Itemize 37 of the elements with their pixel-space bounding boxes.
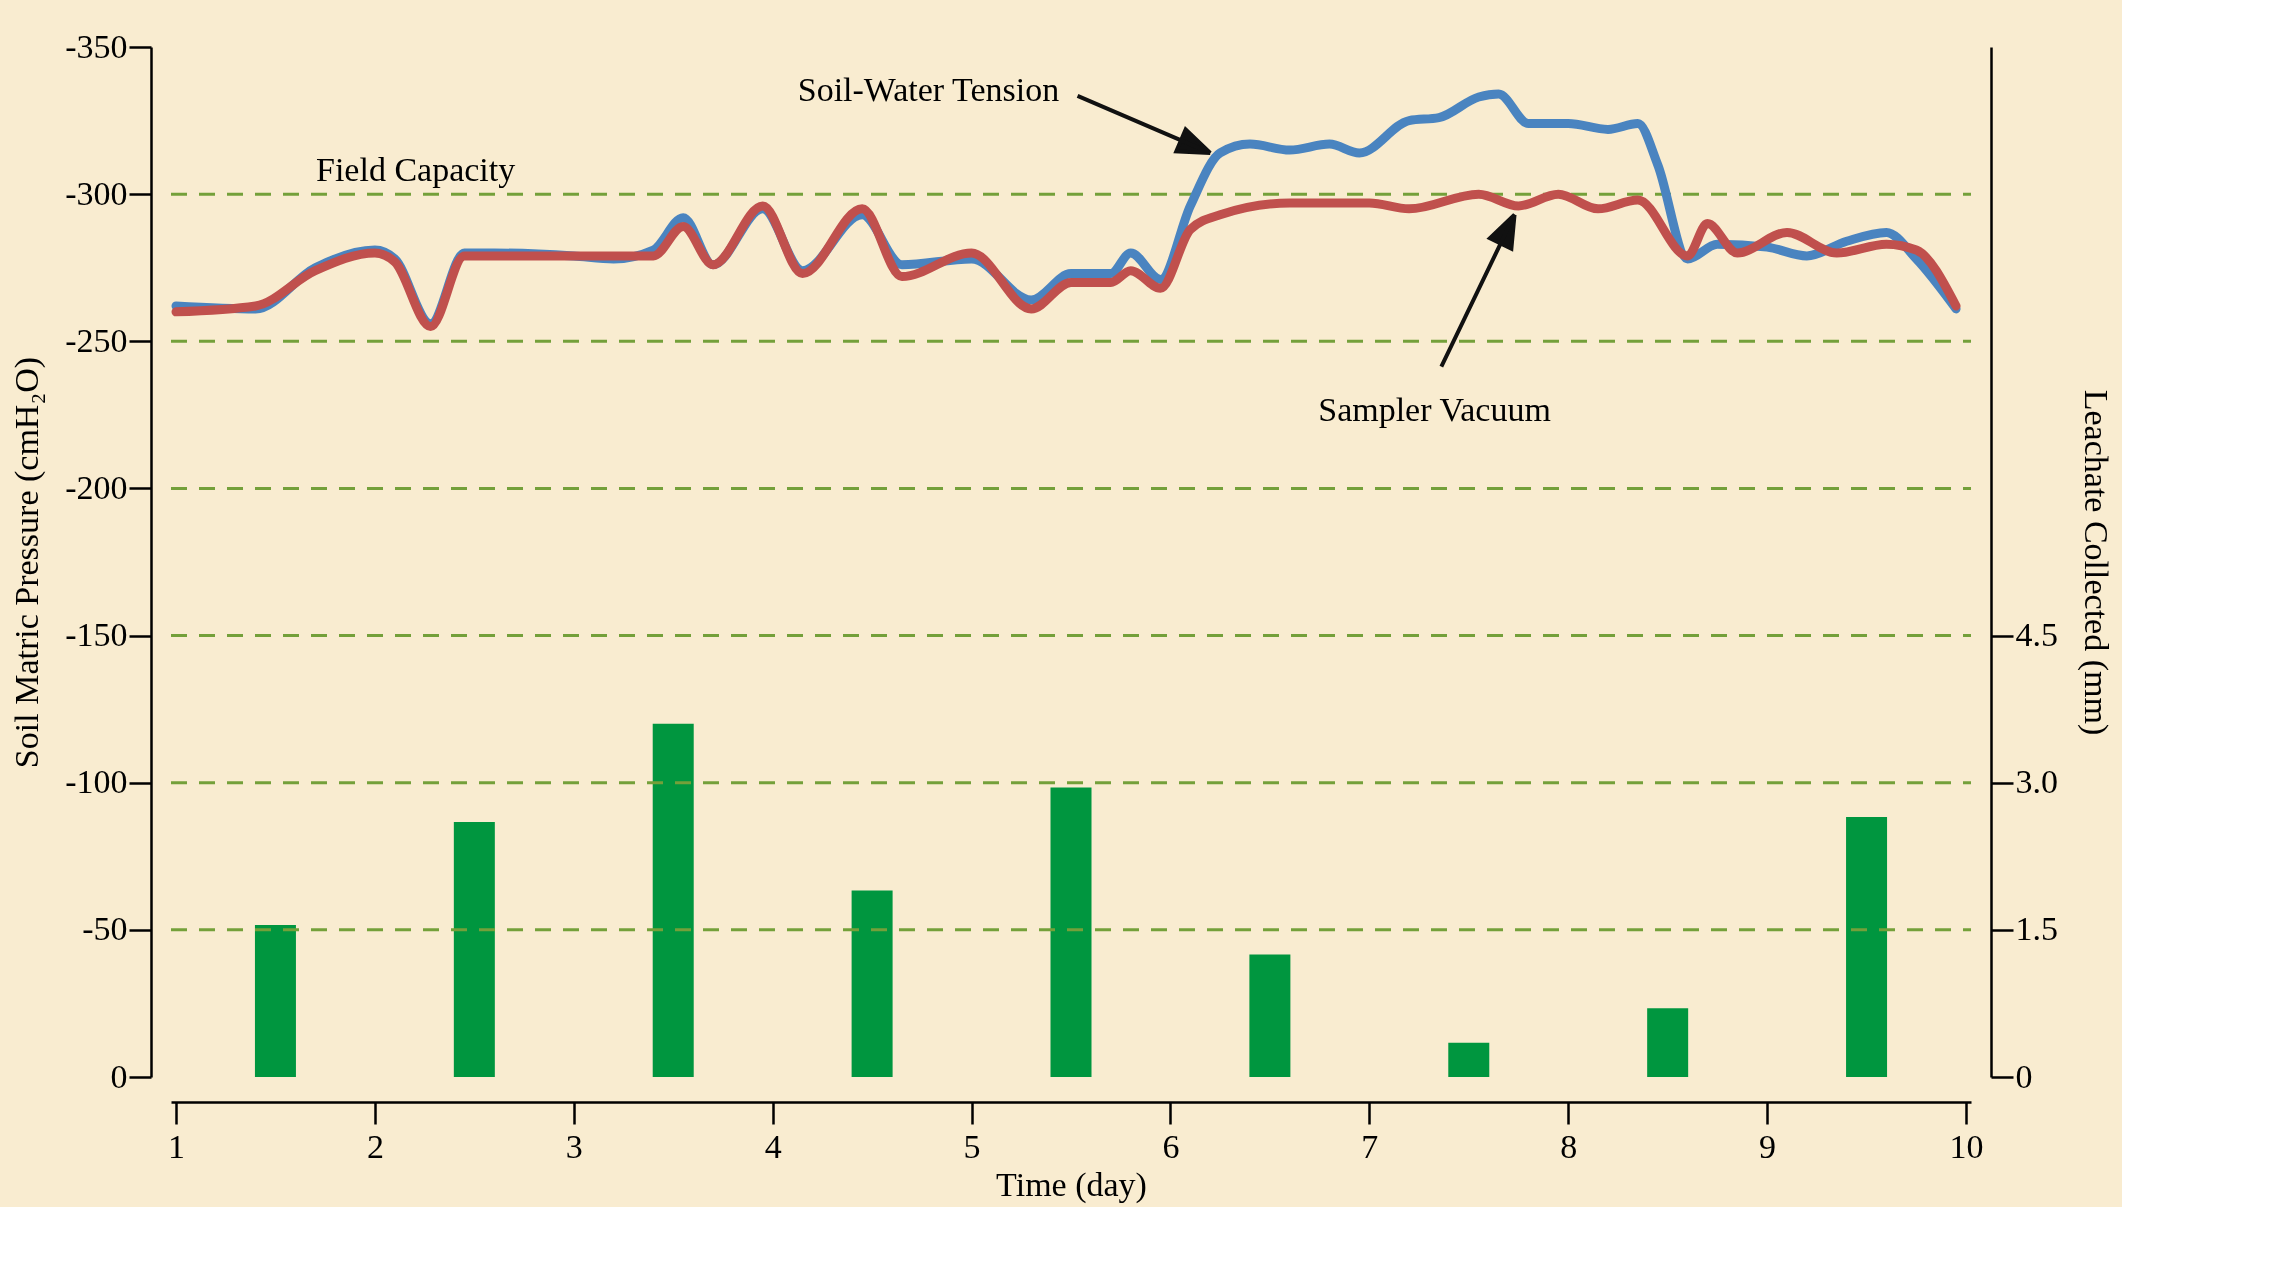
bar	[1249, 954, 1291, 1077]
bar	[453, 821, 495, 1077]
y-tick-label: -50	[82, 910, 128, 948]
x-tick-label: 9	[1759, 1127, 1777, 1165]
x-tick-label: 6	[1162, 1127, 1180, 1165]
y2-tick-label: 3.0	[2015, 763, 2058, 801]
y-tick-label: -200	[65, 468, 128, 506]
x-tick-label: 5	[963, 1127, 981, 1165]
y2-axis-title: Leachate Collected (mm)	[2077, 389, 2115, 736]
y-tick-label: -300	[65, 174, 128, 212]
y-tick-label: -150	[65, 616, 128, 654]
x-tick-label: 3	[565, 1127, 583, 1165]
x-tick-label: 2	[366, 1127, 384, 1165]
x-tick-label: 7	[1361, 1127, 1379, 1165]
y-tick-label: 0	[110, 1057, 128, 1095]
y2-tick-label: 1.5	[2015, 910, 2058, 948]
bar	[851, 890, 893, 1077]
y-tick-label: -350	[65, 27, 128, 65]
y-axis-title: Soil Matric Pressure (cmH₂O)	[8, 356, 47, 769]
bar	[1846, 817, 1888, 1077]
bar	[254, 924, 296, 1077]
bar	[1448, 1042, 1490, 1077]
bar	[1647, 1008, 1689, 1077]
x-tick-label: 1	[168, 1127, 185, 1165]
ref-line-label: Field Capacity	[316, 151, 516, 189]
x-axis-title: Time (day)	[996, 1165, 1147, 1204]
annotation: Sampler Vacuum	[1318, 390, 1551, 428]
x-tick-label: 8	[1560, 1127, 1578, 1165]
bar	[1050, 787, 1092, 1077]
y2-tick-label: 0	[2015, 1057, 2033, 1095]
annotation: Soil-Water Tension	[797, 70, 1060, 108]
x-tick-label: 10	[1949, 1127, 1984, 1165]
y2-tick-label: 4.5	[2015, 616, 2058, 654]
bar	[652, 723, 694, 1077]
y-tick-label: -100	[65, 763, 128, 801]
y-tick-label: -250	[65, 321, 128, 359]
x-tick-label: 4	[764, 1127, 782, 1165]
